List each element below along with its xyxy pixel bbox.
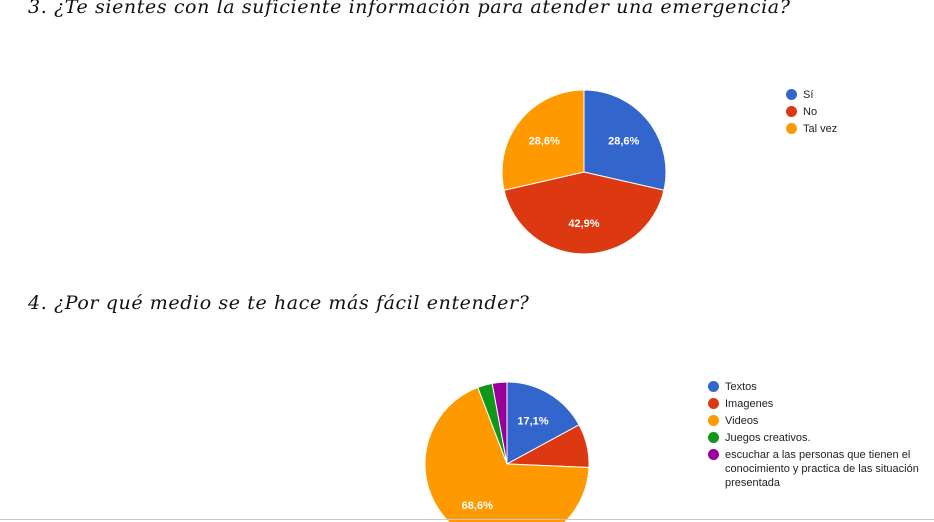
legend-label: Imagenes	[725, 398, 774, 410]
legend-item-q3-0: Sí	[786, 88, 837, 102]
legend-swatch-icon	[786, 89, 797, 100]
pie-slice-label-q3-2: 28,6%	[529, 135, 560, 147]
pie-slice-q3-1	[503, 171, 665, 255]
legend-q4: Textos Imagenes Videos Juegos creativos. esc…	[708, 380, 928, 493]
legend-label: Textos	[725, 381, 757, 393]
legend-swatch-icon	[708, 381, 719, 392]
legend-label: Videos	[725, 415, 759, 427]
question-4-title: 4. ¿Por qué medio se te hace más fácil e…	[28, 292, 530, 314]
legend-item-q4-1: Imagenes	[708, 397, 928, 411]
legend-label: Sí	[803, 89, 814, 101]
legend-item-q3-1: No	[786, 105, 837, 119]
pie-slice-label-q4-0: 17,1%	[517, 415, 548, 427]
legend-item-q4-2: Videos	[708, 414, 928, 428]
pie-slice-label-q3-1: 42,9%	[568, 218, 599, 230]
legend-swatch-icon	[786, 123, 797, 134]
pie-slice-q3-0	[583, 89, 667, 191]
pie-slice-q4-2	[424, 386, 590, 522]
legend-label: No	[803, 106, 818, 118]
pie-slice-q3-2	[501, 89, 585, 191]
pie-slice-q4-4	[491, 381, 508, 465]
legend-q3: Sí No Tal vez	[786, 88, 837, 139]
pie-slice-q4-0	[506, 381, 580, 465]
legend-item-q4-4: escuchar a las personas que tienen el co…	[708, 448, 928, 490]
legend-item-q4-3: Juegos creativos.	[708, 431, 928, 445]
legend-item-q4-0: Textos	[708, 380, 928, 394]
legend-label: escuchar a las personas que tienen el co…	[725, 449, 919, 489]
legend-swatch-icon	[708, 415, 719, 426]
pie-slice-label-q3-0: 28,6%	[608, 135, 639, 147]
legend-label: Tal vez	[803, 123, 838, 135]
question-3-title: 3. ¿Te sientes con la suficiente informa…	[28, 0, 791, 18]
page-divider	[0, 519, 934, 520]
legend-swatch-icon	[786, 106, 797, 117]
legend-label: Juegos creativos.	[725, 432, 811, 444]
legend-swatch-icon	[708, 398, 719, 409]
pie-slice-label-q4-2: 68,6%	[462, 500, 493, 512]
legend-swatch-icon	[708, 432, 719, 443]
legend-swatch-icon	[708, 449, 719, 460]
legend-item-q3-2: Tal vez	[786, 122, 837, 136]
